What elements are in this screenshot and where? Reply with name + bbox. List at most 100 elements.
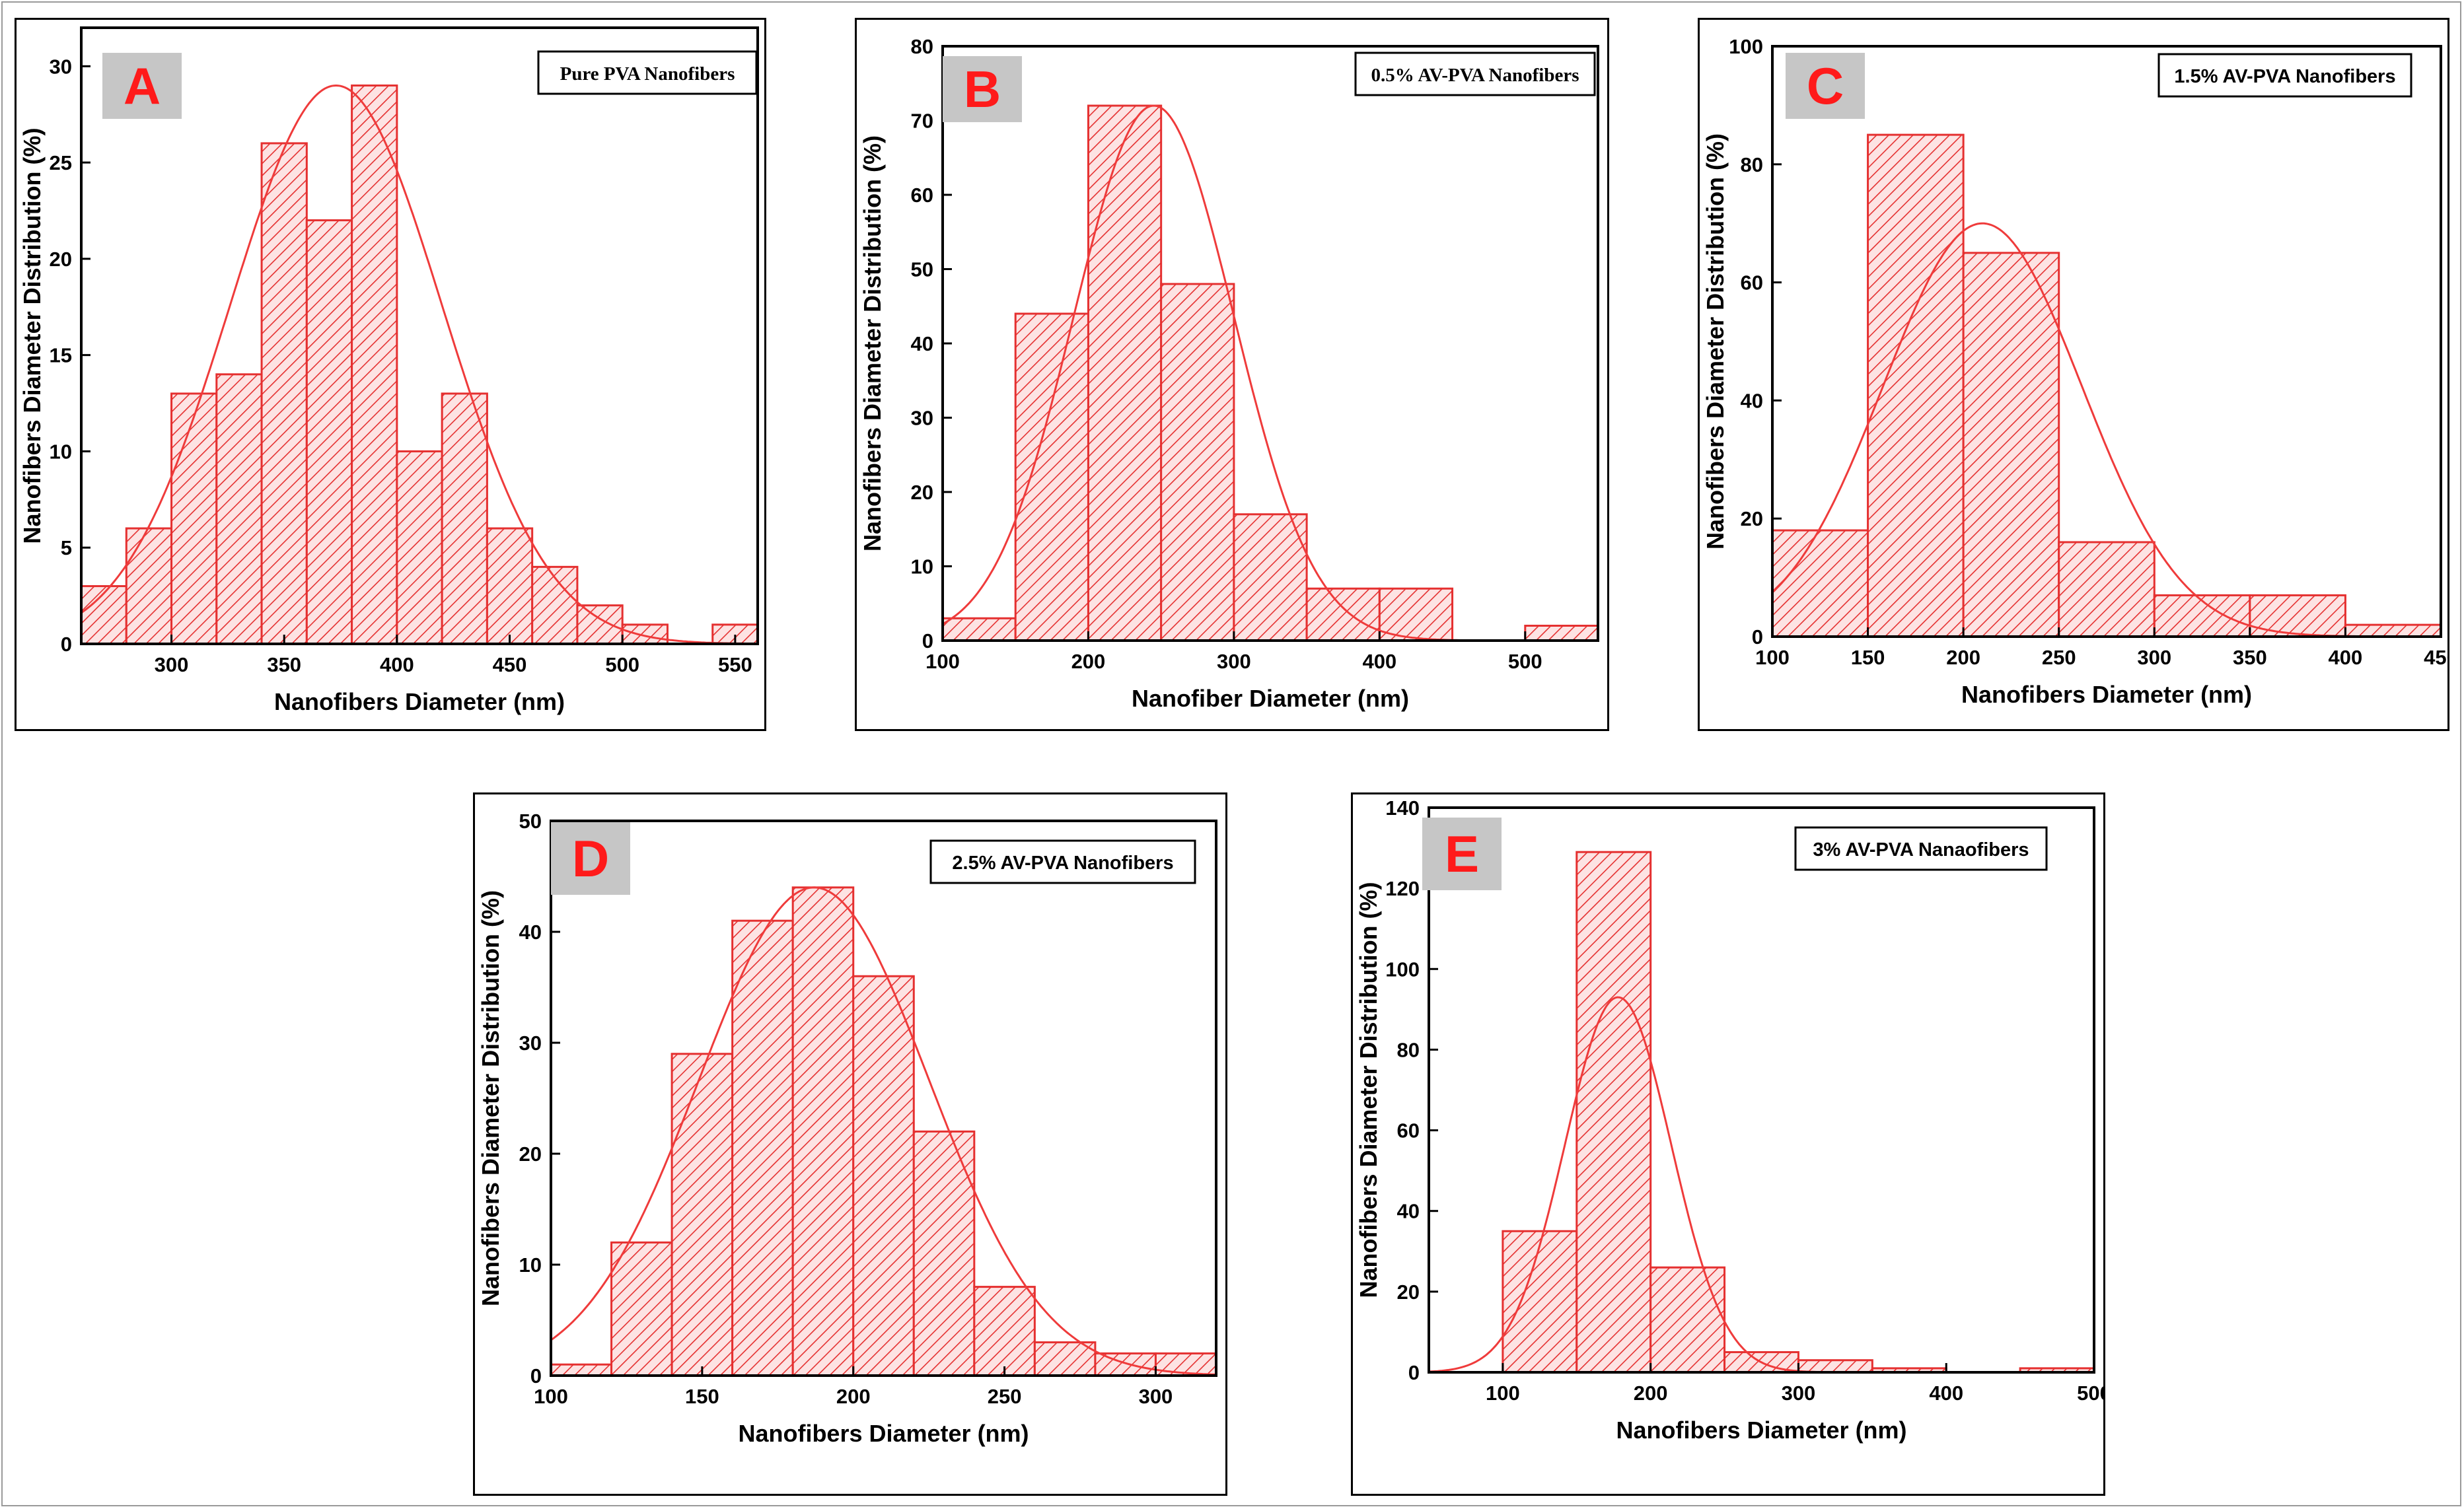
legend-title: Pure PVA Nanofibers xyxy=(560,63,735,85)
x-tick-label: 400 xyxy=(1362,650,1396,673)
chart-panel-b: 100 200 300 400 500 0 10 20 30 40 50 60 70 80 Nanofibe… xyxy=(855,18,1609,731)
y-tick-label: 120 xyxy=(1385,877,1420,900)
chart-panel-e: 100 200 300 400 500 0 20 40 60 80 100 120 140 Nanofib… xyxy=(1351,792,2105,1496)
y-tick-label: 10 xyxy=(911,555,933,579)
y-tick-label: 40 xyxy=(1397,1200,1420,1223)
histogram-bar xyxy=(1233,513,1308,641)
y-axis-label: Nanofibers Diameter Distribution (%) xyxy=(477,890,504,1306)
histogram-bar xyxy=(441,392,488,644)
histogram-bar xyxy=(1033,1341,1097,1376)
histogram-bar xyxy=(1649,1266,1726,1372)
x-tick-label: 300 xyxy=(2137,646,2171,669)
x-tick-label: 150 xyxy=(685,1385,719,1408)
x-tick-label: 200 xyxy=(1634,1382,1668,1405)
panel-badge xyxy=(1786,53,1865,119)
gaussian-fit-line xyxy=(1429,996,2094,1372)
histogram-bar xyxy=(791,886,855,1376)
y-tick-label: 50 xyxy=(519,810,542,833)
y-tick-label: 80 xyxy=(1741,153,1763,176)
x-tick-label: 200 xyxy=(1071,650,1106,673)
y-axis-label: Nanofibers Diameter Distribution (%) xyxy=(1355,882,1382,1298)
y-tick-label: 100 xyxy=(1385,958,1420,981)
histogram-bar xyxy=(531,565,579,644)
legend-box xyxy=(1794,826,2048,871)
histogram-bar xyxy=(1014,312,1089,641)
histogram-bar xyxy=(486,527,534,644)
chart-panel-a: 300 350 400 450 500 550 0 5 10 15 20 25 30 Nanofibers… xyxy=(15,18,766,731)
x-tick-label: 450 xyxy=(493,653,527,676)
y-tick-label: 40 xyxy=(1741,389,1763,412)
x-tick-label: 250 xyxy=(988,1385,1022,1408)
histogram-bar xyxy=(943,617,1017,641)
x-tick-label: 500 xyxy=(605,653,639,676)
axes-frame xyxy=(80,26,759,645)
x-tick-label: 100 xyxy=(1755,646,1790,669)
y-tick-label: 50 xyxy=(911,258,933,281)
y-tick-label: 20 xyxy=(1397,1281,1420,1304)
y-tick-label: 60 xyxy=(911,184,933,207)
legend-title: 1.5% AV-PVA Nanofibers xyxy=(2174,66,2395,87)
legend-title: 0.5% AV-PVA Nanofibers xyxy=(1371,65,1579,86)
histogram-bar xyxy=(1797,1359,1873,1372)
x-tick-label: 100 xyxy=(925,650,960,673)
y-tick-label: 140 xyxy=(1385,796,1420,820)
histogram-bar xyxy=(1305,587,1381,641)
x-tick-label: 400 xyxy=(1929,1382,1963,1405)
histogram-bar xyxy=(260,142,308,644)
histogram-bar xyxy=(305,219,353,644)
histogram-bar xyxy=(170,392,218,644)
x-tick-label: 300 xyxy=(1782,1382,1816,1405)
histogram-bar xyxy=(1502,1230,1578,1372)
panel-badge xyxy=(551,822,630,895)
legend-title: 3% AV-PVA Nanaofibers xyxy=(1813,839,2029,860)
chart-svg-a: 300 350 400 450 500 550 0 5 10 15 20 25 30 Nanofibers… xyxy=(18,26,759,715)
y-tick-label: 20 xyxy=(519,1142,542,1166)
histogram-bar xyxy=(1772,529,1869,637)
histogram-bar xyxy=(1576,851,1652,1372)
histogram-bar xyxy=(610,1241,673,1376)
y-tick-label: 80 xyxy=(1397,1038,1420,1061)
chart-panel-d: 100 150 200 250 300 0 10 20 30 40 50 Nanofibers Dia… xyxy=(473,792,1227,1496)
y-tick-label: 20 xyxy=(50,248,72,271)
panel-letter: A xyxy=(124,57,161,115)
x-tick-label: 100 xyxy=(1486,1382,1520,1405)
histogram-bar xyxy=(551,1363,613,1376)
legend-box xyxy=(2157,53,2412,98)
y-tick-label: 60 xyxy=(1741,271,1763,295)
x-axis-label: Nanofibers Diameter (nm) xyxy=(274,688,565,715)
histogram-bar xyxy=(852,975,915,1376)
y-axis-label: Nanofibers Diameter Distribution (%) xyxy=(18,127,46,544)
y-tick-label: 80 xyxy=(911,35,933,58)
panel-letter: D xyxy=(572,829,609,888)
x-tick-label: 500 xyxy=(2077,1382,2105,1405)
panel-letter: B xyxy=(964,60,1001,118)
x-tick-label: 350 xyxy=(2233,646,2267,669)
panel-letter: E xyxy=(1445,825,1479,883)
axes-frame xyxy=(1428,806,2095,1374)
y-tick-label: 30 xyxy=(50,55,72,78)
histogram-bar xyxy=(621,623,669,644)
y-tick-label: 0 xyxy=(1752,625,1763,649)
histogram-bar xyxy=(973,1286,1036,1376)
y-tick-label: 30 xyxy=(911,407,933,430)
x-tick-label: 350 xyxy=(267,653,301,676)
legend-box xyxy=(1354,52,1596,96)
x-tick-label: 200 xyxy=(836,1385,871,1408)
y-axis-label: Nanofibers Diameter Distribution (%) xyxy=(859,135,886,551)
y-tick-label: 60 xyxy=(1397,1119,1420,1142)
chart-svg-e: 100 200 300 400 500 0 20 40 60 80 100 120 140 Nanofib… xyxy=(1355,796,2105,1444)
x-tick-label: 150 xyxy=(1851,646,1885,669)
y-tick-label: 20 xyxy=(1741,507,1763,530)
histogram-bar xyxy=(2249,594,2346,637)
histogram-bar xyxy=(81,585,127,644)
legend-box xyxy=(537,50,758,95)
histogram-bar xyxy=(1867,133,1965,637)
gaussian-fit-line xyxy=(81,84,758,644)
panel-letter: C xyxy=(1807,57,1844,115)
histogram-bar xyxy=(2344,623,2441,637)
axes-frame xyxy=(550,820,1217,1377)
x-tick-label: 500 xyxy=(1508,650,1542,673)
y-tick-label: 70 xyxy=(911,110,933,133)
x-tick-label: 100 xyxy=(534,1385,568,1408)
histogram-bar xyxy=(1087,104,1163,641)
